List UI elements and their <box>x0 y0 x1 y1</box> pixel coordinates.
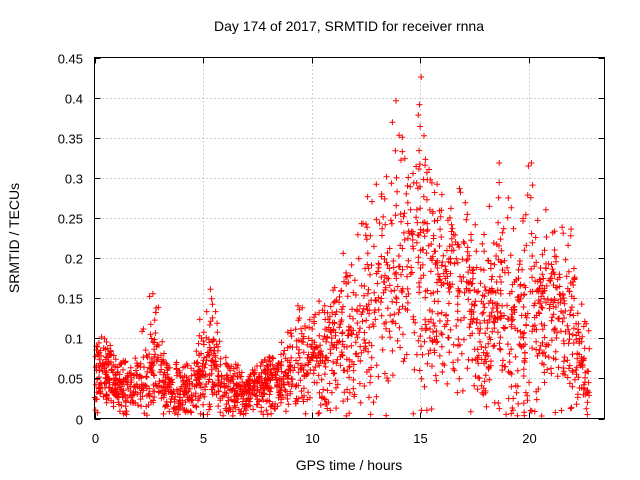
chart-title: Day 174 of 2017, SRMTID for receiver rnn… <box>214 18 484 34</box>
x-axis-label: GPS time / hours <box>296 457 403 473</box>
plot-frame <box>94 57 605 419</box>
y-tick-label: 0.25 <box>58 212 83 227</box>
y-tick-label: 0.3 <box>65 172 83 187</box>
y-tick-label: 0.45 <box>58 52 83 67</box>
y-axis-label: SRMTID / TECUs <box>6 183 22 293</box>
y-tick-label: 0.05 <box>58 372 83 387</box>
x-tick-label: 0 <box>92 431 99 446</box>
x-tick-labels: 0 5 10 15 20 <box>92 431 537 446</box>
y-tick-labels: 0 0.05 0.1 0.15 0.2 0.25 0.3 0.35 0.4 0.45 <box>58 52 83 428</box>
x-tick-label: 20 <box>522 431 536 446</box>
y-tick-label: 0.35 <box>58 132 83 147</box>
y-tick-label: 0.2 <box>65 252 83 267</box>
x-tick-label: 10 <box>305 431 319 446</box>
axis-ticks <box>94 57 605 420</box>
y-tick-label: 0.4 <box>65 92 83 107</box>
y-tick-label: 0.15 <box>58 292 83 307</box>
data-points <box>91 74 593 419</box>
y-tick-label: 0.1 <box>65 332 83 347</box>
x-tick-label: 5 <box>200 431 207 446</box>
x-tick-label: 15 <box>413 431 427 446</box>
data-point-markers <box>91 74 593 419</box>
y-tick-label: 0 <box>76 413 83 428</box>
